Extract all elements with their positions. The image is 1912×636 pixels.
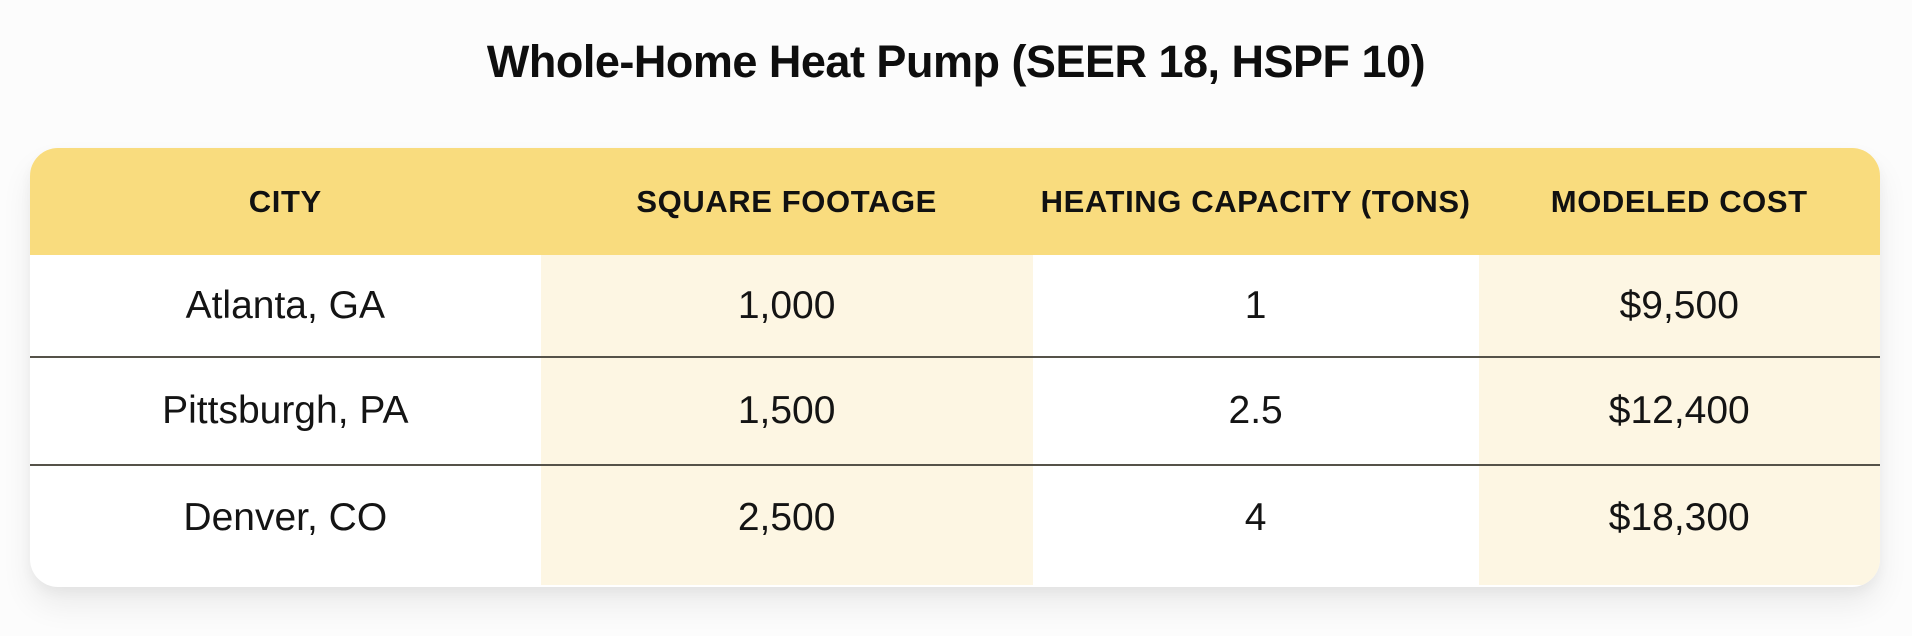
heat-pump-cost-table: CITY SQUARE FOOTAGE HEATING CAPACITY (TO… bbox=[30, 148, 1880, 587]
cell-modeled-cost: $18,300 bbox=[1478, 466, 1880, 585]
column-header-square-footage: SQUARE FOOTAGE bbox=[636, 183, 937, 219]
cell-modeled-cost: $12,400 bbox=[1478, 358, 1880, 464]
page-title: Whole-Home Heat Pump (SEER 18, HSPF 10) bbox=[486, 36, 1426, 87]
table-row-atlanta: Atlanta, GA 1,000 1 $9,500 bbox=[30, 255, 1880, 358]
cell-square-footage: 1,500 bbox=[540, 358, 1033, 464]
table-row-denver: Denver, CO 2,500 4 $18,300 bbox=[30, 466, 1880, 585]
table-row-pittsburgh: Pittsburgh, PA 1,500 2.5 $12,400 bbox=[30, 358, 1880, 466]
cell-city: Atlanta, GA bbox=[185, 283, 386, 327]
cell-heating-capacity: 1 bbox=[1244, 283, 1267, 327]
cell-square-footage: 1,000 bbox=[540, 255, 1033, 356]
cell-square-footage: 2,500 bbox=[540, 466, 1033, 585]
column-header-city: CITY bbox=[248, 183, 322, 219]
cell-modeled-cost: $9,500 bbox=[1478, 255, 1880, 356]
table-header-row: CITY SQUARE FOOTAGE HEATING CAPACITY (TO… bbox=[30, 148, 1880, 255]
cell-heating-capacity: 4 bbox=[1244, 495, 1267, 539]
cell-city: Denver, CO bbox=[183, 495, 388, 539]
column-header-heating-capacity: HEATING CAPACITY (TONS) bbox=[1040, 183, 1471, 219]
cell-heating-capacity: 2.5 bbox=[1228, 389, 1283, 432]
cell-city: Pittsburgh, PA bbox=[162, 389, 409, 432]
column-header-modeled-cost: MODELED COST bbox=[1550, 183, 1808, 219]
